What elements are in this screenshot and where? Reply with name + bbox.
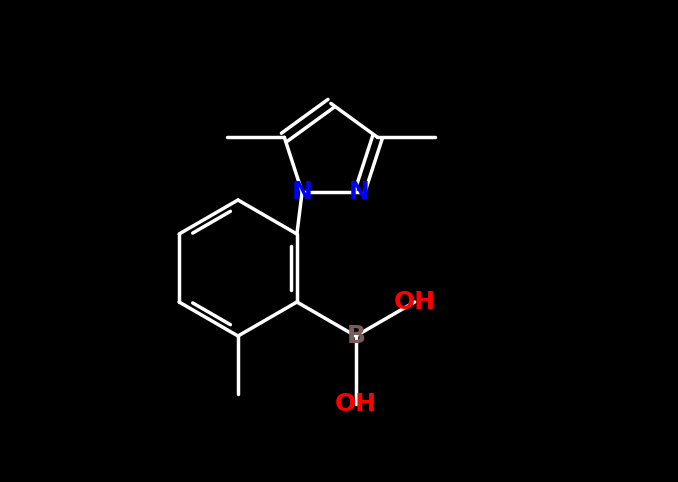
Text: OH: OH [335,392,377,416]
Text: B: B [346,324,365,348]
Text: N: N [349,180,370,204]
Text: OH: OH [394,290,436,314]
Text: N: N [292,180,313,204]
